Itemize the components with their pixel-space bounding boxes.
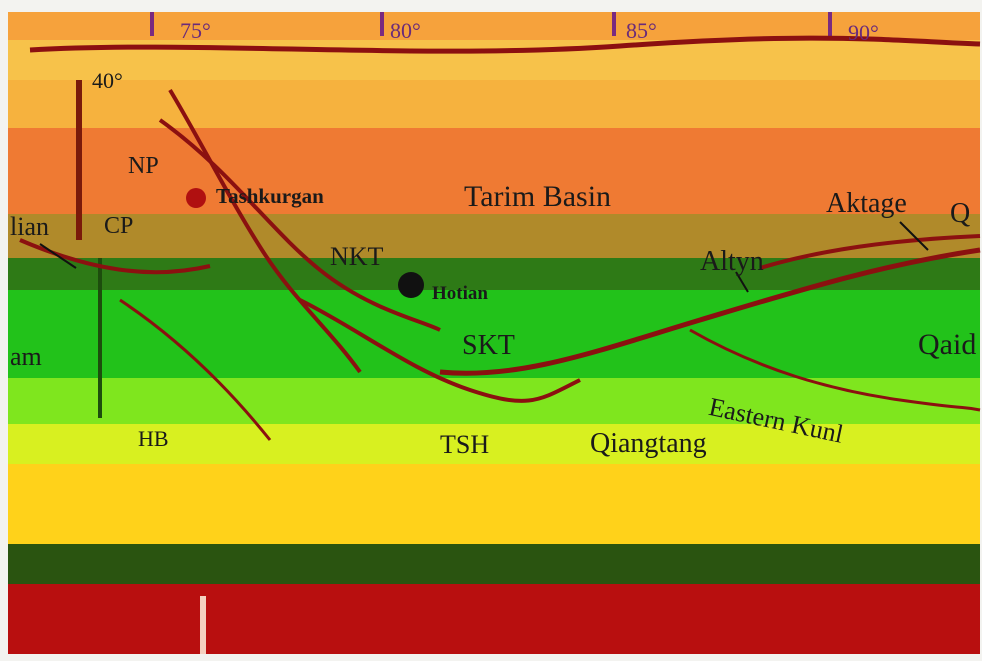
fault-trace-aktage bbox=[759, 234, 981, 270]
city-label-hotian: Hotian bbox=[432, 283, 488, 304]
fault-label-np: NP bbox=[128, 153, 159, 179]
fault-trace-east-kunlun bbox=[689, 328, 981, 412]
region-label-alai-edge: lian bbox=[10, 212, 49, 241]
longitude-tick-90: 90° bbox=[848, 20, 879, 45]
fault-label-cp: CP bbox=[104, 213, 134, 239]
region-label-aktage: Aktage bbox=[826, 188, 907, 219]
city-dot-tashkurgan bbox=[186, 188, 206, 208]
fault-label-hb: HB bbox=[138, 426, 169, 451]
region-label-qaidam: Qaid bbox=[918, 328, 977, 361]
region-label-pamir-edge: am bbox=[10, 342, 42, 371]
fault-trace-west-kunlun bbox=[158, 118, 441, 332]
region-label-q-edge: Q bbox=[950, 198, 971, 229]
altyn-arrow bbox=[735, 271, 749, 293]
region-label-qiangtang: Qiangtang bbox=[590, 428, 707, 459]
region-label-tarim-basin: Tarim Basin bbox=[464, 180, 612, 213]
fault-trace-skt bbox=[299, 298, 581, 403]
city-label-tashkurgan: Tashkurgan bbox=[216, 184, 324, 208]
fault-trace-altyn bbox=[439, 247, 981, 376]
longitude-tick-75: 75° bbox=[180, 18, 211, 43]
region-label-altyn: Altyn bbox=[700, 246, 764, 277]
fault-trace-south bbox=[119, 298, 272, 441]
longitude-tick-85: 85° bbox=[626, 18, 657, 43]
fault-label-tsh: TSH bbox=[440, 430, 490, 459]
aktage-arrow bbox=[899, 221, 929, 251]
fault-trace-karakoram bbox=[168, 88, 362, 374]
latitude-tick-40: 40° bbox=[92, 68, 123, 93]
longitude-tick-80: 80° bbox=[390, 18, 421, 43]
fault-trace-north-tarim bbox=[29, 35, 981, 54]
city-dot-hotian bbox=[398, 272, 424, 298]
fault-label-skt: SKT bbox=[462, 330, 515, 361]
alai-arrow bbox=[39, 243, 77, 269]
fault-trace-pamir-front bbox=[19, 238, 211, 275]
fault-label-nkt: NKT bbox=[330, 242, 384, 271]
